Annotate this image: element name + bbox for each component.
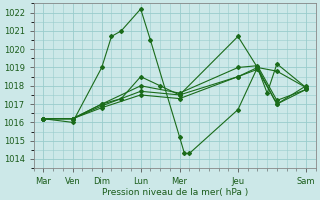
X-axis label: Pression niveau de la mer( hPa ): Pression niveau de la mer( hPa ) — [102, 188, 248, 197]
